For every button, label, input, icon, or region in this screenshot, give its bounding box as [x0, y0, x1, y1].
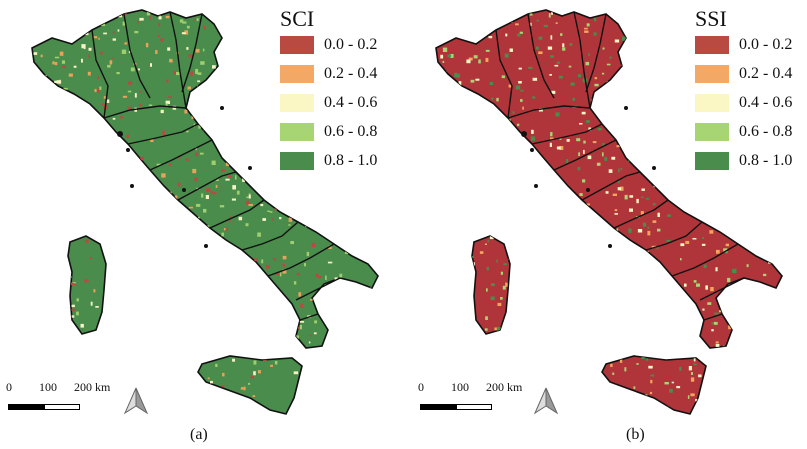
legend-item: 0.4 - 0.6 [280, 94, 377, 112]
legend-label: 0.0 - 0.2 [739, 36, 793, 53]
legend-swatch [695, 36, 729, 54]
legend-label: 0.4 - 0.6 [739, 94, 793, 111]
mainland-shape [435, 9, 783, 349]
legend-swatch [280, 94, 314, 112]
legend-swatch [695, 65, 729, 83]
scale-bar-black [8, 404, 44, 410]
legend-item: 0.2 - 0.4 [280, 65, 377, 83]
italy-map-sci [31, 9, 379, 415]
island [130, 184, 134, 188]
region-border [267, 243, 335, 277]
figure-caption: (b) [626, 426, 645, 443]
region-border [127, 123, 199, 145]
legend-item: 0.8 - 1.0 [280, 152, 377, 170]
legend-title: SCI [280, 6, 315, 31]
legend-swatch [280, 65, 314, 83]
scale-bar: 0 100 200 km [6, 380, 168, 420]
island [586, 188, 590, 192]
region-borders [91, 11, 341, 321]
island [608, 244, 612, 248]
legend-swatch [280, 152, 314, 170]
legend-title: SSI [695, 6, 727, 31]
island [117, 131, 123, 137]
sardinia-shape [67, 235, 107, 335]
region-border [123, 13, 151, 99]
legend-label: 0.2 - 0.4 [324, 65, 378, 82]
figure-caption: (a) [190, 426, 208, 443]
legend-item: 0.0 - 0.2 [280, 36, 377, 54]
region-border [645, 221, 703, 251]
island [521, 131, 527, 137]
mainland-shape [31, 9, 379, 349]
region-border [209, 199, 265, 229]
island [182, 188, 186, 192]
legend-label: 0.4 - 0.6 [324, 94, 378, 111]
region-border [103, 105, 187, 119]
north-arrow-icon [124, 387, 148, 415]
scale-tick-label: 0 [418, 380, 424, 394]
legend-label: 0.2 - 0.4 [739, 65, 793, 82]
region-border [585, 13, 607, 93]
scale-bar: 0 100 200 km [418, 380, 580, 420]
legend-swatch [695, 123, 729, 141]
region-border [177, 171, 237, 201]
scale-tick-label: 200 km [486, 380, 523, 394]
region-border [699, 277, 745, 301]
legend-label: 0.0 - 0.2 [324, 36, 378, 53]
region-border [581, 171, 641, 201]
scale-tick-label: 100 [451, 380, 469, 394]
legend-label: 0.8 - 1.0 [324, 152, 378, 169]
italy-mainland [31, 9, 379, 415]
island [652, 166, 656, 170]
scale-tick-label: 0 [6, 380, 12, 394]
legend-swatch [280, 36, 314, 54]
sicily-shape [197, 355, 303, 415]
region-border [91, 29, 109, 119]
region-border [299, 313, 319, 321]
legend-item: 0.6 - 0.8 [280, 123, 377, 141]
region-border [671, 243, 739, 277]
region-border [181, 13, 203, 93]
legend-label: 0.6 - 0.8 [739, 123, 793, 140]
region-border [241, 221, 299, 251]
map-panel-sci: SCI 0.0 - 0.2 0.2 - 0.4 0.4 - 0.6 0.6 - … [0, 0, 403, 449]
region-border [613, 199, 669, 229]
island [624, 106, 628, 110]
island [126, 148, 130, 152]
region-border [527, 13, 555, 99]
legend-swatch [695, 152, 729, 170]
island [220, 106, 224, 110]
region-border [553, 139, 617, 171]
region-border [495, 29, 513, 119]
scale-bar-white [456, 404, 492, 410]
region-border [149, 139, 213, 171]
north-arrow-icon [534, 387, 558, 415]
island [534, 184, 538, 188]
legend-item: 0.8 - 1.0 [695, 152, 792, 170]
legend-item: 0.4 - 0.6 [695, 94, 792, 112]
region-border [295, 277, 341, 301]
region-borders [495, 11, 745, 321]
legend-item: 0.2 - 0.4 [695, 65, 792, 83]
scale-bar-black [420, 404, 456, 410]
scale-bar-white [44, 404, 80, 410]
legend-label: 0.6 - 0.8 [324, 123, 378, 140]
region-border [703, 313, 723, 321]
island [530, 148, 534, 152]
sicily-shape [601, 355, 707, 415]
legend-label: 0.8 - 1.0 [739, 152, 793, 169]
scale-tick-label: 100 [39, 380, 57, 394]
region-border [507, 105, 591, 119]
legend-swatch [695, 94, 729, 112]
island [204, 244, 208, 248]
scale-tick-label: 200 km [74, 380, 111, 394]
italy-map-ssi [435, 9, 783, 415]
island [248, 166, 252, 170]
legend-swatch [280, 123, 314, 141]
map-panel-ssi: SSI 0.0 - 0.2 0.2 - 0.4 0.4 - 0.6 0.6 - … [404, 0, 807, 449]
region-border [531, 123, 603, 145]
legend-item: 0.6 - 0.8 [695, 123, 792, 141]
legend-item: 0.0 - 0.2 [695, 36, 792, 54]
